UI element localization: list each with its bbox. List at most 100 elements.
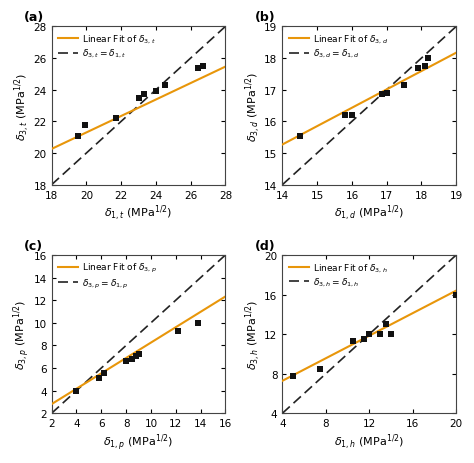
X-axis label: $\delta_{1,d}$ (MPa$^{1/2}$): $\delta_{1,d}$ (MPa$^{1/2}$) — [334, 203, 404, 223]
Point — [360, 336, 368, 343]
$\delta_{3,t} = \delta_{1,t}$ — [206, 39, 212, 45]
Point — [140, 92, 147, 99]
$\delta_{3,h} = \delta_{1,h}$ — [280, 411, 285, 416]
Point — [378, 92, 385, 99]
Linear Fit of $\delta_{3,t}$ — [152, 98, 157, 104]
Point — [290, 372, 297, 380]
Linear Fit of $\delta_{3,p}$ — [206, 304, 212, 310]
$\delta_{3,d} = \delta_{1,d}$ — [383, 89, 388, 94]
$\delta_{3,d} = \delta_{1,d}$ — [280, 182, 286, 188]
Point — [152, 88, 160, 96]
X-axis label: $\delta_{1,h}$ (MPa$^{1/2}$): $\delta_{1,h}$ (MPa$^{1/2}$) — [334, 431, 404, 450]
$\delta_{3,t} = \delta_{1,t}$ — [223, 25, 228, 30]
Linear Fit of $\delta_{3,h}$ — [280, 378, 286, 383]
Linear Fit of $\delta_{3,p}$ — [223, 294, 228, 300]
Point — [135, 95, 142, 102]
Linear Fit of $\delta_{3,t}$ — [223, 65, 228, 70]
Linear Fit of $\delta_{3,h}$ — [383, 325, 388, 331]
Point — [453, 291, 460, 299]
Linear Fit of $\delta_{3,d}$ — [454, 51, 459, 56]
$\delta_{3,p} = \delta_{1,p}$ — [49, 411, 55, 416]
$\delta_{3,h} = \delta_{1,h}$ — [383, 317, 389, 322]
$\delta_{3,p} = \delta_{1,p}$ — [152, 317, 157, 323]
Point — [132, 352, 140, 359]
Linear Fit of $\delta_{3,t}$ — [49, 147, 55, 152]
Text: (c): (c) — [24, 239, 43, 252]
Linear Fit of $\delta_{3,h}$ — [437, 297, 443, 302]
Point — [349, 338, 357, 345]
Linear Fit of $\delta_{3,p}$ — [195, 311, 201, 316]
$\delta_{3,t} = \delta_{1,t}$ — [155, 86, 161, 91]
Legend: Linear Fit of $\delta_{3,h}$, $\delta_{3,h} = \delta_{1,h}$: Linear Fit of $\delta_{3,h}$, $\delta_{3… — [286, 259, 391, 291]
Linear Fit of $\delta_{3,t}$ — [49, 146, 55, 152]
$\delta_{3,d} = \delta_{1,d}$ — [383, 88, 389, 94]
Point — [128, 356, 136, 363]
Linear Fit of $\delta_{3,p}$ — [49, 401, 55, 407]
Text: (a): (a) — [24, 11, 44, 24]
Linear Fit of $\delta_{3,h}$ — [386, 323, 392, 329]
$\delta_{3,d} = \delta_{1,d}$ — [386, 86, 392, 91]
$\delta_{3,d} = \delta_{1,d}$ — [454, 25, 459, 30]
Point — [365, 331, 373, 338]
$\delta_{3,t} = \delta_{1,t}$ — [152, 89, 157, 94]
X-axis label: $\delta_{1,t}$ (MPa$^{1/2}$): $\delta_{1,t}$ (MPa$^{1/2}$) — [104, 203, 173, 223]
Linear Fit of $\delta_{3,t}$ — [152, 98, 158, 103]
Line: $\delta_{3,h} = \delta_{1,h}$: $\delta_{3,h} = \delta_{1,h}$ — [283, 256, 456, 413]
Linear Fit of $\delta_{3,d}$ — [437, 59, 443, 65]
Linear Fit of $\delta_{3,d}$ — [426, 65, 432, 71]
Point — [100, 369, 108, 376]
Linear Fit of $\delta_{3,d}$ — [280, 143, 285, 148]
$\delta_{3,h} = \delta_{1,h}$ — [426, 277, 432, 283]
Linear Fit of $\delta_{3,h}$ — [280, 378, 285, 384]
$\delta_{3,p} = \delta_{1,p}$ — [195, 277, 201, 283]
Point — [401, 82, 408, 89]
Point — [174, 327, 182, 335]
Line: Linear Fit of $\delta_{3,t}$: Linear Fit of $\delta_{3,t}$ — [52, 68, 226, 150]
Y-axis label: $\delta_{3,t}$ (MPa$^{1/2}$): $\delta_{3,t}$ (MPa$^{1/2}$) — [12, 72, 32, 140]
Legend: Linear Fit of $\delta_{3,d}$, $\delta_{3,d} = \delta_{1,d}$: Linear Fit of $\delta_{3,d}$, $\delta_{3… — [286, 31, 391, 63]
$\delta_{3,h} = \delta_{1,h}$ — [386, 314, 392, 319]
$\delta_{3,h} = \delta_{1,h}$ — [383, 317, 388, 323]
Point — [383, 90, 391, 97]
Text: (b): (b) — [255, 11, 275, 24]
$\delta_{3,p} = \delta_{1,p}$ — [223, 253, 228, 258]
Point — [382, 321, 390, 328]
Point — [199, 63, 207, 70]
Linear Fit of $\delta_{3,t}$ — [195, 78, 201, 83]
$\delta_{3,d} = \delta_{1,d}$ — [280, 182, 285, 188]
Linear Fit of $\delta_{3,p}$ — [49, 401, 55, 407]
$\delta_{3,h} = \delta_{1,h}$ — [437, 268, 443, 273]
Point — [73, 387, 80, 394]
Point — [348, 112, 356, 119]
Linear Fit of $\delta_{3,t}$ — [155, 96, 161, 102]
Line: Linear Fit of $\delta_{3,h}$: Linear Fit of $\delta_{3,h}$ — [283, 291, 456, 381]
$\delta_{3,h} = \delta_{1,h}$ — [280, 410, 286, 416]
$\delta_{3,d} = \delta_{1,d}$ — [426, 50, 432, 55]
X-axis label: $\delta_{1,p}$ (MPa$^{1/2}$): $\delta_{1,p}$ (MPa$^{1/2}$) — [103, 431, 173, 452]
Linear Fit of $\delta_{3,p}$ — [152, 338, 157, 344]
Point — [387, 331, 395, 338]
Linear Fit of $\delta_{3,d}$ — [280, 142, 286, 148]
Point — [421, 63, 429, 70]
Point — [122, 357, 130, 364]
Point — [194, 319, 202, 327]
Point — [135, 351, 142, 358]
Point — [296, 132, 303, 140]
Linear Fit of $\delta_{3,t}$ — [206, 72, 212, 78]
$\delta_{3,d} = \delta_{1,d}$ — [437, 39, 443, 45]
Point — [112, 115, 120, 123]
Point — [414, 65, 422, 72]
Line: Linear Fit of $\delta_{3,d}$: Linear Fit of $\delta_{3,d}$ — [283, 54, 456, 145]
$\delta_{3,p} = \delta_{1,p}$ — [152, 317, 158, 322]
Linear Fit of $\delta_{3,p}$ — [155, 336, 161, 341]
$\delta_{3,t} = \delta_{1,t}$ — [49, 182, 55, 188]
Linear Fit of $\delta_{3,h}$ — [426, 302, 432, 308]
Text: (d): (d) — [255, 239, 275, 252]
$\delta_{3,p} = \delta_{1,p}$ — [206, 268, 212, 273]
Point — [341, 112, 349, 119]
Point — [317, 365, 324, 373]
$\delta_{3,h} = \delta_{1,h}$ — [454, 253, 459, 258]
Point — [161, 82, 168, 89]
Linear Fit of $\delta_{3,h}$ — [383, 325, 389, 330]
Point — [81, 122, 89, 129]
